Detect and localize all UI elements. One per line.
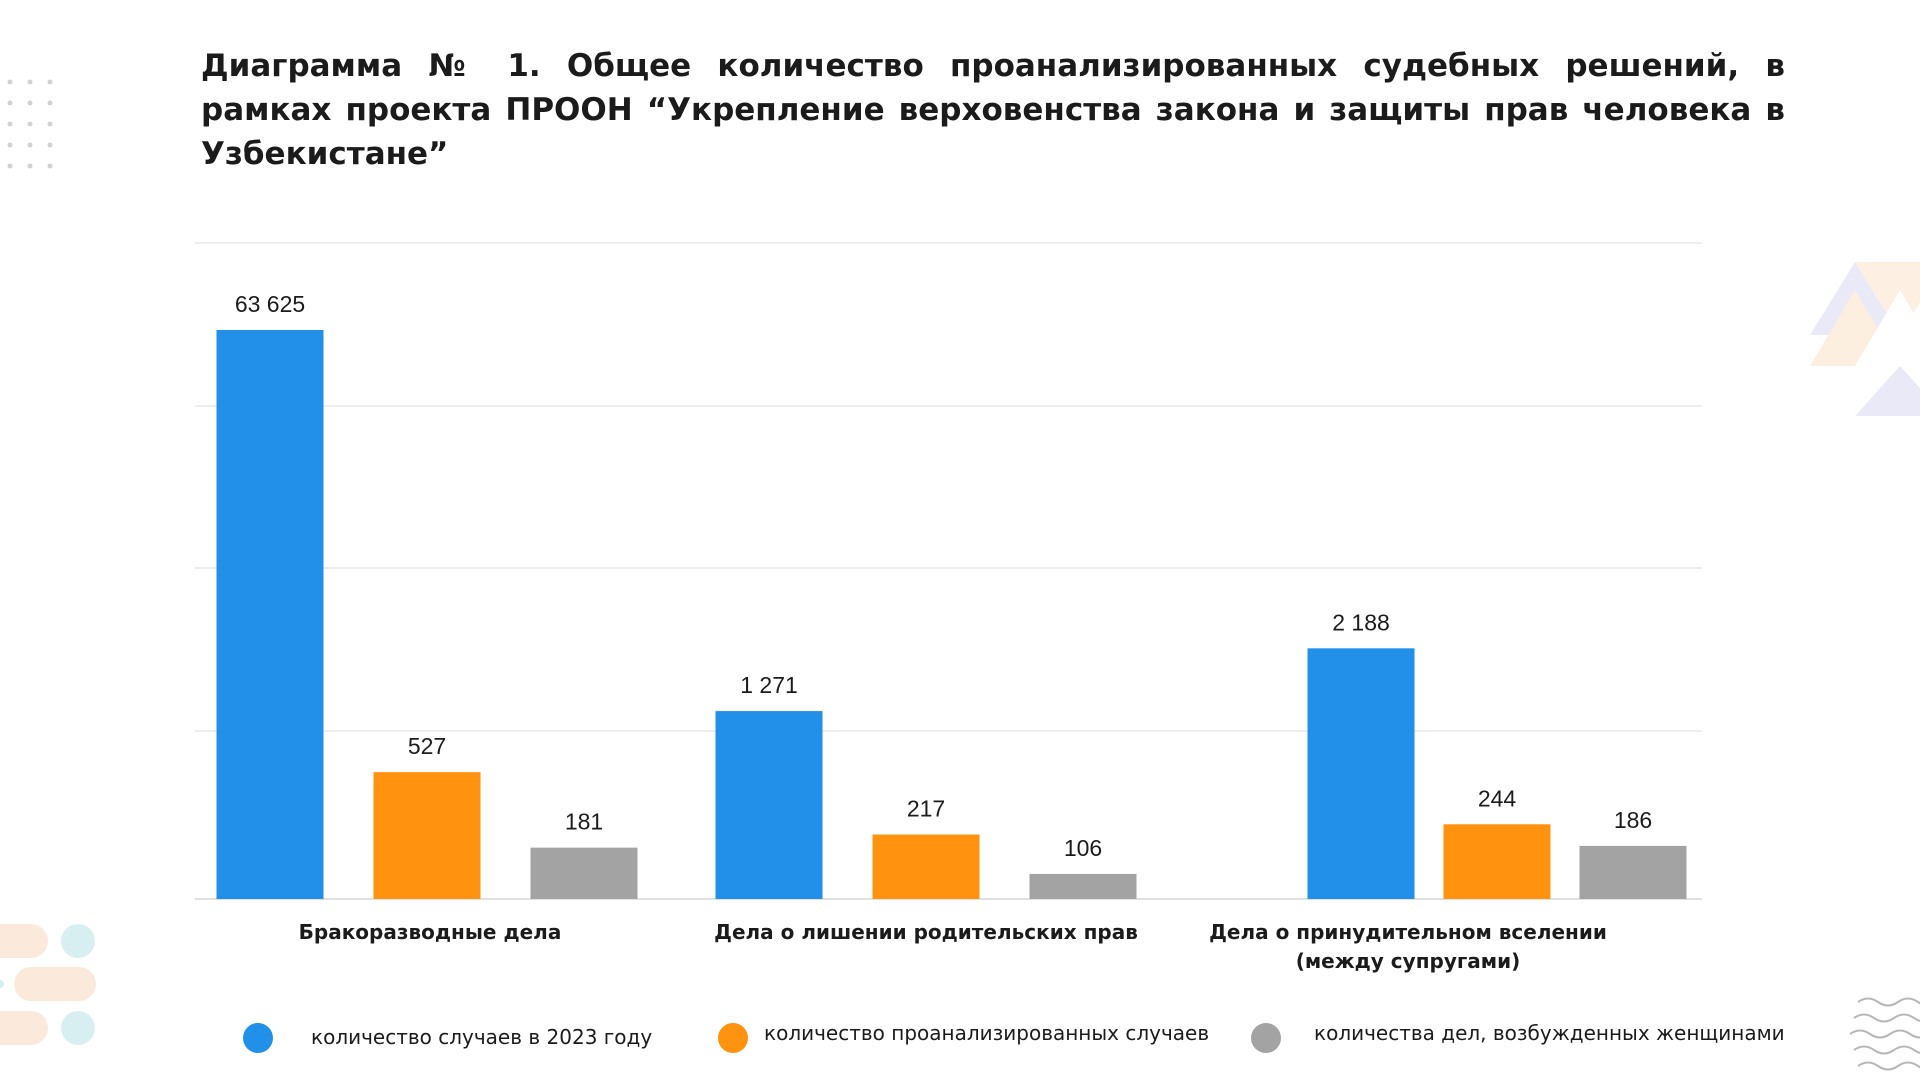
wavy-lines-decoration xyxy=(1849,997,1920,1071)
data-label-3-category-2: 106 xyxy=(1064,835,1102,861)
dot-grid-decoration xyxy=(7,79,53,169)
legend-swatch-blue xyxy=(243,1023,273,1053)
data-label-2-category-1: 527 xyxy=(408,733,446,759)
bar-3-category-1 xyxy=(530,847,638,899)
bar-1-category-3 xyxy=(1307,648,1415,899)
triangle-pattern-decoration xyxy=(1810,262,1920,416)
bar-2-category-2 xyxy=(872,834,980,899)
bar-2-category-1 xyxy=(373,772,481,899)
bar-1-category-2 xyxy=(715,711,823,899)
data-label-1-category-2: 1 271 xyxy=(740,672,798,698)
pill-shapes-decoration xyxy=(0,924,96,1045)
legend-label-analyzed: количество проанализированных случаев xyxy=(764,1021,1210,1045)
category-label-divorce: Бракоразводные дела xyxy=(298,920,562,944)
data-label-1-category-3: 2 188 xyxy=(1332,609,1390,635)
legend-swatch-orange xyxy=(718,1023,748,1053)
category-label-parental: Дела о лишении родительских прав xyxy=(714,920,1138,944)
data-label-2-category-3: 244 xyxy=(1478,785,1517,811)
data-label-3-category-3: 186 xyxy=(1614,807,1652,833)
data-label-3-category-1: 181 xyxy=(565,809,603,835)
legend-label-cases-2023: количество случаев в 2023 году xyxy=(311,1025,653,1049)
bar-1-category-1 xyxy=(216,329,324,899)
legend-swatch-gray xyxy=(1251,1023,1281,1053)
category-label-cohabitation: Дела о принудительном вселении (между су… xyxy=(1209,920,1607,973)
bar-3-category-2 xyxy=(1029,873,1137,899)
data-label-1-category-1: 63 625 xyxy=(235,291,305,317)
chart-title: Диаграмма № 1. Общее количество проанали… xyxy=(201,48,1785,172)
bar-2-category-3 xyxy=(1443,824,1551,899)
bar-3-category-3 xyxy=(1579,845,1687,899)
data-label-2-category-2: 217 xyxy=(907,796,945,822)
legend-label-women: количества дел, возбужденных женщинами xyxy=(1314,1021,1785,1045)
